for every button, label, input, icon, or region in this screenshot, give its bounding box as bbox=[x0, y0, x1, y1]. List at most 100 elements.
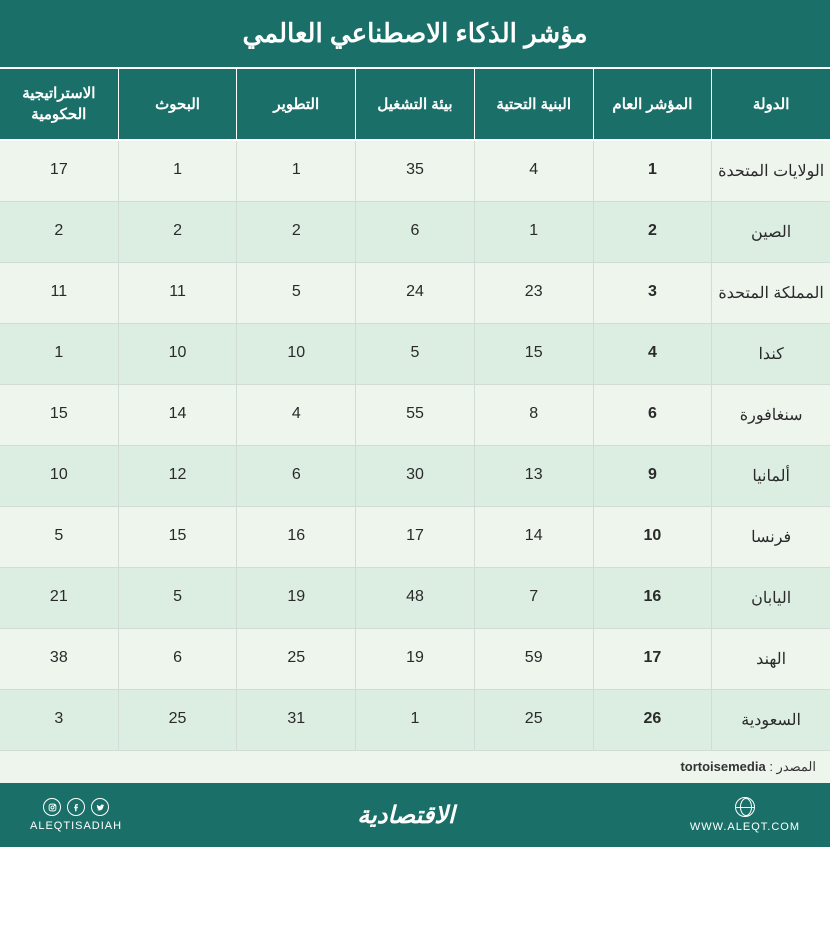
cell-development: 6 bbox=[236, 446, 355, 506]
header-cell-development: التطوير bbox=[236, 69, 355, 139]
source-row: المصدر : tortoisemedia bbox=[0, 751, 830, 783]
cell-gov_strategy: 5 bbox=[0, 507, 118, 567]
cell-infra: 7 bbox=[474, 568, 593, 628]
cell-development: 25 bbox=[236, 629, 355, 689]
cell-country: ألمانيا bbox=[711, 446, 830, 506]
table-row: فرنسا10141716155 bbox=[0, 507, 830, 568]
cell-overall: 16 bbox=[593, 568, 712, 628]
cell-gov_strategy: 17 bbox=[0, 141, 118, 201]
footer: ALEQTISADIAH الاقتصادية WWW.ALEQT.COM bbox=[0, 783, 830, 847]
twitter-icon[interactable] bbox=[91, 798, 109, 816]
cell-research: 25 bbox=[118, 690, 237, 750]
header-cell-overall: المؤشر العام bbox=[593, 69, 712, 139]
cell-country: سنغافورة bbox=[711, 385, 830, 445]
table-row: المملكة المتحدة3232451111 bbox=[0, 263, 830, 324]
social-icons bbox=[43, 798, 109, 816]
table-row: السعودية2625131253 bbox=[0, 690, 830, 751]
header-cell-infra: البنية التحتية bbox=[474, 69, 593, 139]
cell-operating: 5 bbox=[355, 324, 474, 384]
table-row: اليابان1674819521 bbox=[0, 568, 830, 629]
table-header-row: الدولةالمؤشر العامالبنية التحتيةبيئة الت… bbox=[0, 69, 830, 141]
cell-research: 5 bbox=[118, 568, 237, 628]
footer-brand: الاقتصادية bbox=[357, 801, 454, 830]
cell-operating: 30 bbox=[355, 446, 474, 506]
cell-development: 5 bbox=[236, 263, 355, 323]
cell-overall: 2 bbox=[593, 202, 712, 262]
source-label: المصدر : bbox=[769, 759, 816, 774]
cell-infra: 23 bbox=[474, 263, 593, 323]
table-container: مؤشر الذكاء الاصطناعي العالمي الدولةالمؤ… bbox=[0, 0, 830, 847]
footer-website: WWW.ALEQT.COM bbox=[690, 797, 800, 833]
cell-gov_strategy: 15 bbox=[0, 385, 118, 445]
table-row: الهند17591925638 bbox=[0, 629, 830, 690]
cell-operating: 55 bbox=[355, 385, 474, 445]
table-body: الولايات المتحدة14351117الصين216222الممل… bbox=[0, 141, 830, 751]
cell-country: الصين bbox=[711, 202, 830, 262]
cell-development: 2 bbox=[236, 202, 355, 262]
header-cell-country: الدولة bbox=[711, 69, 830, 139]
globe-icon bbox=[735, 797, 755, 817]
cell-country: كندا bbox=[711, 324, 830, 384]
cell-overall: 6 bbox=[593, 385, 712, 445]
cell-infra: 59 bbox=[474, 629, 593, 689]
instagram-icon[interactable] bbox=[43, 798, 61, 816]
source-value: tortoisemedia bbox=[680, 759, 765, 774]
cell-research: 2 bbox=[118, 202, 237, 262]
cell-gov_strategy: 38 bbox=[0, 629, 118, 689]
cell-country: المملكة المتحدة bbox=[711, 263, 830, 323]
cell-development: 31 bbox=[236, 690, 355, 750]
cell-operating: 24 bbox=[355, 263, 474, 323]
table-row: سنغافورة685541415 bbox=[0, 385, 830, 446]
cell-infra: 13 bbox=[474, 446, 593, 506]
table-row: كندا415510101 bbox=[0, 324, 830, 385]
table-row: الولايات المتحدة14351117 bbox=[0, 141, 830, 202]
cell-operating: 48 bbox=[355, 568, 474, 628]
cell-infra: 4 bbox=[474, 141, 593, 201]
cell-overall: 10 bbox=[593, 507, 712, 567]
cell-infra: 1 bbox=[474, 202, 593, 262]
cell-overall: 3 bbox=[593, 263, 712, 323]
cell-operating: 1 bbox=[355, 690, 474, 750]
cell-overall: 26 bbox=[593, 690, 712, 750]
cell-infra: 25 bbox=[474, 690, 593, 750]
social-handle: ALEQTISADIAH bbox=[30, 820, 122, 832]
cell-development: 4 bbox=[236, 385, 355, 445]
facebook-icon[interactable] bbox=[67, 798, 85, 816]
cell-gov_strategy: 21 bbox=[0, 568, 118, 628]
cell-infra: 8 bbox=[474, 385, 593, 445]
cell-gov_strategy: 2 bbox=[0, 202, 118, 262]
cell-operating: 19 bbox=[355, 629, 474, 689]
cell-country: السعودية bbox=[711, 690, 830, 750]
cell-country: فرنسا bbox=[711, 507, 830, 567]
cell-gov_strategy: 3 bbox=[0, 690, 118, 750]
cell-development: 16 bbox=[236, 507, 355, 567]
cell-gov_strategy: 11 bbox=[0, 263, 118, 323]
header-cell-gov_strategy: الاستراتيجية الحكومية bbox=[0, 69, 118, 139]
cell-gov_strategy: 10 bbox=[0, 446, 118, 506]
cell-research: 15 bbox=[118, 507, 237, 567]
cell-development: 1 bbox=[236, 141, 355, 201]
website-url: WWW.ALEQT.COM bbox=[690, 821, 800, 833]
cell-operating: 17 bbox=[355, 507, 474, 567]
cell-development: 19 bbox=[236, 568, 355, 628]
cell-operating: 6 bbox=[355, 202, 474, 262]
cell-gov_strategy: 1 bbox=[0, 324, 118, 384]
footer-social: ALEQTISADIAH bbox=[30, 798, 122, 832]
cell-country: الهند bbox=[711, 629, 830, 689]
cell-research: 10 bbox=[118, 324, 237, 384]
cell-research: 1 bbox=[118, 141, 237, 201]
cell-country: الولايات المتحدة bbox=[711, 141, 830, 201]
cell-overall: 17 bbox=[593, 629, 712, 689]
table-title: مؤشر الذكاء الاصطناعي العالمي bbox=[0, 0, 830, 69]
cell-infra: 14 bbox=[474, 507, 593, 567]
header-cell-research: البحوث bbox=[118, 69, 237, 139]
cell-overall: 4 bbox=[593, 324, 712, 384]
cell-research: 12 bbox=[118, 446, 237, 506]
cell-research: 14 bbox=[118, 385, 237, 445]
cell-overall: 9 bbox=[593, 446, 712, 506]
cell-operating: 35 bbox=[355, 141, 474, 201]
cell-infra: 15 bbox=[474, 324, 593, 384]
cell-research: 11 bbox=[118, 263, 237, 323]
header-cell-operating: بيئة التشغيل bbox=[355, 69, 474, 139]
table-row: الصين216222 bbox=[0, 202, 830, 263]
